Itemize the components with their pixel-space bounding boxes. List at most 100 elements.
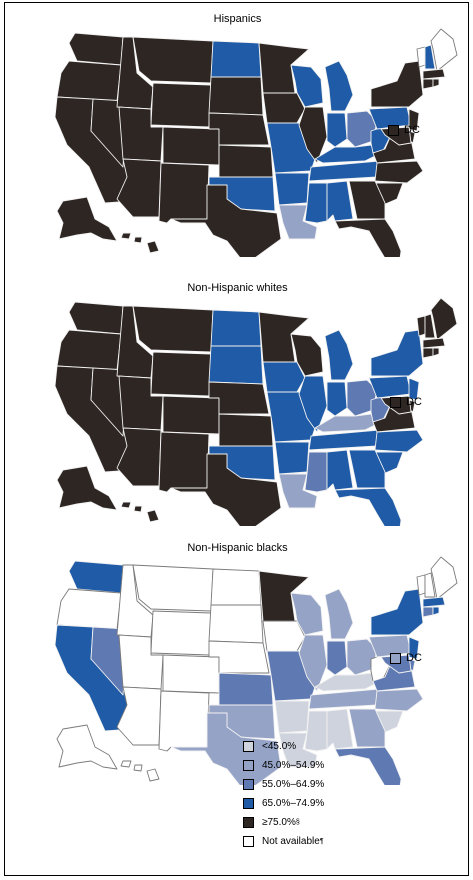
legend-label: ≥75.0%	[262, 817, 296, 828]
state-ar	[274, 441, 310, 475]
state-or	[56, 588, 122, 630]
state-co	[162, 654, 220, 694]
state-wy	[150, 610, 212, 656]
state-ak	[56, 196, 118, 242]
state-ks	[218, 413, 274, 447]
state-ky	[314, 672, 378, 692]
state-ak	[56, 724, 118, 770]
state-mt	[132, 36, 214, 84]
dc-swatch	[388, 124, 399, 136]
state-il	[298, 634, 328, 692]
state-mi	[324, 60, 354, 112]
state-md	[380, 654, 412, 674]
state-ia	[262, 620, 306, 652]
dc-label: DC	[406, 396, 422, 408]
dc-swatch	[390, 652, 401, 664]
state-nd	[210, 568, 262, 606]
legend-swatch	[243, 760, 254, 771]
legend-swatch	[243, 836, 254, 847]
state-wa	[68, 560, 124, 594]
legend-swatch	[243, 798, 254, 809]
state-ma	[422, 596, 446, 608]
state-fl	[334, 487, 402, 526]
state-ct	[422, 78, 434, 90]
state-ar	[274, 172, 310, 206]
state-il	[298, 375, 328, 433]
state-ma	[422, 337, 446, 349]
map-legend: <45.0% 45.0%–54.9% 55.0%–64.9% 65.0%–74.…	[243, 737, 403, 851]
map-non-hispanic-blacks	[54, 556, 458, 785]
state-hi	[120, 232, 160, 254]
dc-label: DC	[406, 652, 422, 664]
state-tn	[308, 688, 380, 710]
state-mt	[132, 305, 214, 353]
state-ma	[422, 68, 446, 80]
legend-item-lt45: <45.0%	[243, 737, 403, 756]
state-hi	[120, 760, 160, 782]
state-mt	[132, 564, 214, 612]
state-ga	[348, 449, 386, 489]
dc-label: DC	[404, 124, 420, 136]
state-in	[326, 381, 348, 417]
panel-title-hispanics: Hispanics	[213, 13, 262, 25]
state-nv	[90, 98, 128, 168]
state-ia	[262, 92, 306, 124]
state-az	[116, 686, 162, 746]
state-ak	[56, 465, 118, 511]
state-pa	[368, 375, 412, 399]
state-ri	[432, 347, 440, 357]
state-wi	[290, 333, 324, 377]
state-sd	[208, 76, 264, 116]
state-or	[56, 60, 122, 102]
figure-frame: Hispanics DC Non-Hispanic whites DC Non-…	[4, 2, 469, 876]
state-nh	[424, 572, 436, 598]
state-co	[162, 395, 220, 435]
panel-title-non-hispanic-blacks: Non-Hispanic blacks	[187, 542, 288, 554]
state-ct	[422, 606, 434, 618]
legend-footnote-mark: ¶	[319, 838, 324, 845]
dc-indicator-non-hispanic-blacks: DC	[390, 652, 422, 664]
state-al	[326, 180, 354, 222]
dc-indicator-non-hispanic-whites: DC	[390, 396, 422, 408]
legend-label: Not available	[262, 836, 320, 847]
state-nm	[158, 162, 210, 224]
map-hispanics	[54, 28, 458, 257]
state-ms	[304, 451, 328, 493]
dc-indicator-hispanics: DC	[388, 124, 420, 136]
legend-swatch	[243, 817, 254, 828]
legend-swatch	[243, 741, 254, 752]
state-sd	[208, 345, 264, 385]
state-nc	[374, 160, 424, 184]
state-or	[56, 329, 122, 371]
state-fl	[334, 746, 402, 785]
state-il	[298, 106, 328, 164]
state-nh	[424, 313, 436, 339]
state-nc	[374, 688, 424, 712]
state-nm	[158, 690, 210, 752]
legend-item-65to75: 65.0%–74.9%	[243, 794, 403, 813]
state-ri	[432, 606, 440, 616]
state-tn	[308, 160, 380, 182]
panel-title-non-hispanic-whites: Non-Hispanic whites	[187, 282, 288, 294]
state-ms	[304, 182, 328, 224]
state-ny	[370, 60, 424, 108]
legend-swatch	[243, 779, 254, 790]
state-ks	[218, 672, 274, 706]
legend-label: 55.0%–64.9%	[262, 779, 325, 790]
state-al	[326, 449, 354, 491]
legend-label: <45.0%	[262, 741, 297, 752]
state-ri	[432, 78, 440, 88]
state-ky	[314, 413, 378, 433]
legend-label: 65.0%–74.9%	[262, 798, 325, 809]
state-nm	[158, 431, 210, 493]
state-nj	[408, 108, 420, 132]
dc-swatch	[390, 396, 401, 408]
state-tx	[170, 453, 282, 526]
state-az	[116, 427, 162, 487]
state-tn	[308, 429, 380, 451]
state-nh	[424, 44, 436, 70]
legend-item-ge75: ≥75.0% §	[243, 813, 403, 832]
legend-item-not-available: Not available ¶	[243, 832, 403, 851]
state-nj	[408, 377, 420, 401]
state-me	[430, 556, 458, 600]
